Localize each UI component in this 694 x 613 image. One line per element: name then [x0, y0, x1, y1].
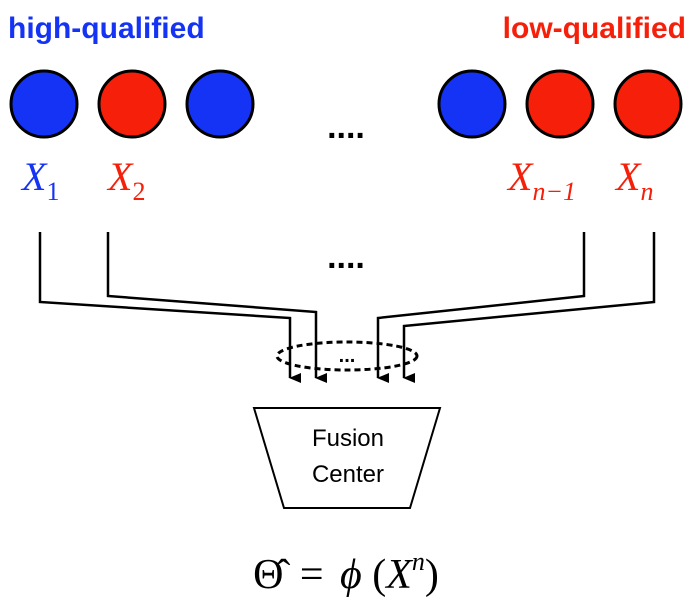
node-circle-2	[97, 69, 167, 139]
estimator-formula: Θ̂ = ϕ (Xn)	[253, 547, 439, 598]
ellipsis-top: ....	[327, 108, 365, 146]
link-xn-minus-1	[376, 232, 586, 383]
node-circle-1	[9, 69, 79, 139]
node-label-2: X2	[106, 154, 145, 206]
node-label-n-minus-1: Xn−1	[506, 154, 576, 206]
high-qualified-label: high-qualified	[8, 12, 205, 45]
bundle-ellipse	[275, 340, 419, 372]
link-x1	[38, 232, 301, 383]
ellipsis-middle: ....	[327, 238, 365, 276]
node-circle-6	[613, 69, 683, 139]
node-circle-3	[185, 69, 255, 139]
link-x2	[106, 232, 327, 383]
node-circle-5	[525, 69, 595, 139]
low-qualified-label: low-qualified	[503, 12, 686, 45]
fusion-center-line2: Center	[312, 461, 384, 488]
fusion-center-line1: Fusion	[312, 425, 384, 452]
ellipsis-bundle: ...	[339, 345, 356, 367]
node-label-n: Xn	[614, 154, 653, 206]
link-xn	[402, 232, 656, 383]
node-label-1: X1	[20, 154, 59, 206]
node-circle-4	[437, 69, 507, 139]
fusion-center-box	[252, 407, 442, 509]
